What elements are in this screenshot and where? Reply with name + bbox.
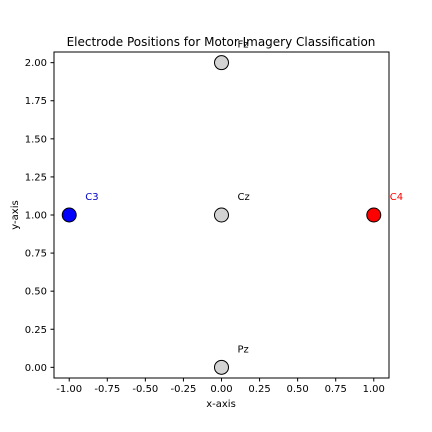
x-tick-label: -0.75 bbox=[94, 384, 120, 395]
electrode-label-c4: C4 bbox=[390, 192, 403, 203]
points-layer bbox=[61, 55, 382, 375]
x-tick-label: 0.25 bbox=[248, 384, 270, 395]
x-tick-label: -1.00 bbox=[56, 384, 82, 395]
y-axis-label: y-axis bbox=[10, 200, 21, 229]
x-ticks: -1.00 -0.75 -0.50 -0.25 0.00 0.25 0.50 0.75 1.00 bbox=[56, 378, 385, 395]
x-tick-label: -0.25 bbox=[170, 384, 196, 395]
x-tick-label: 0.50 bbox=[287, 384, 309, 395]
x-tick-label: -0.50 bbox=[132, 384, 158, 395]
electrode-marker-c4 bbox=[366, 207, 382, 223]
electrode-label-c3: C3 bbox=[85, 192, 98, 203]
electrode-label-fz: Fz bbox=[238, 40, 249, 51]
electrode-marker-pz bbox=[214, 359, 229, 375]
y-tick-label: 1.00 bbox=[25, 211, 47, 222]
electrode-label-pz: Pz bbox=[238, 344, 249, 355]
x-tick-label: 0.00 bbox=[210, 384, 232, 395]
chart-title: Electrode Positions for Motor Imagery Cl… bbox=[67, 35, 376, 49]
x-axis-label: x-axis bbox=[206, 399, 236, 410]
electrode-marker-fz bbox=[214, 55, 229, 71]
y-tick-label: 0.00 bbox=[25, 363, 47, 374]
y-tick-label: 0.50 bbox=[25, 287, 47, 298]
electrode-marker-c3 bbox=[61, 207, 77, 223]
y-tick-label: 2.00 bbox=[25, 58, 47, 69]
y-tick-label: 1.75 bbox=[25, 96, 47, 107]
y-tick-label: 1.50 bbox=[25, 134, 47, 145]
y-ticks: 0.00 0.25 0.50 0.75 1.00 1.25 1.50 1.75 2.00 bbox=[25, 58, 54, 374]
y-tick-label: 1.25 bbox=[25, 172, 47, 183]
y-tick-label: 0.25 bbox=[25, 325, 47, 336]
x-tick-label: 1.00 bbox=[363, 384, 385, 395]
y-tick-label: 0.75 bbox=[25, 249, 47, 260]
x-tick-label: 0.75 bbox=[325, 384, 347, 395]
electrode-marker-cz bbox=[214, 207, 229, 223]
electrode-label-cz: Cz bbox=[238, 192, 250, 203]
electrode-labels: Fz C3 Cz C4 Pz bbox=[85, 40, 403, 356]
